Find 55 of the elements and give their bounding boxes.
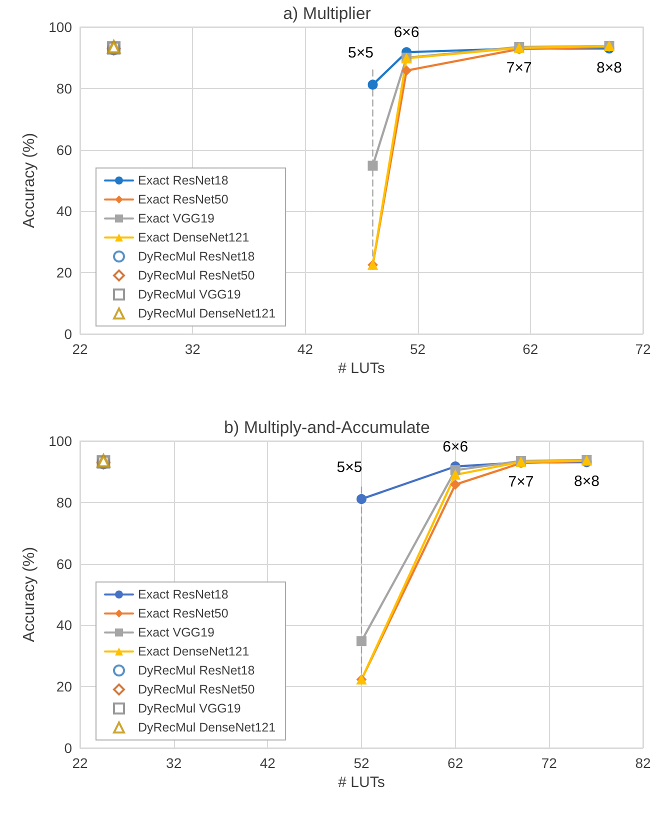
y-axis-title: Accuracy (%) [21, 546, 38, 642]
annotation: 8×8 [596, 59, 622, 76]
y-axis-title: Accuracy (%) [21, 132, 38, 228]
legend-label: Exact ResNet50 [138, 192, 228, 206]
y-tick-label: 20 [56, 264, 72, 281]
y-tick-label: 80 [56, 80, 72, 96]
chart-title: b) Multiply-and-Accumulate [224, 418, 430, 437]
legend-label: DyRecMul VGG19 [138, 288, 241, 302]
legend-label: Exact DenseNet121 [138, 230, 250, 244]
y-tick-label: 0 [64, 740, 72, 756]
x-tick-label: 22 [72, 755, 88, 771]
y-tick-label: 0 [64, 326, 72, 342]
y-tick-label: 100 [48, 433, 72, 449]
x-axis-title: # LUTs [338, 774, 385, 791]
y-tick-label: 100 [48, 19, 72, 35]
chart-title: a) Multiplier [283, 4, 372, 23]
y-tick-label: 20 [56, 678, 72, 695]
x-tick-label: 52 [354, 755, 370, 771]
x-tick-label: 42 [297, 341, 314, 357]
x-tick-label: 82 [635, 755, 651, 771]
y-tick-label: 60 [56, 556, 72, 572]
x-tick-label: 32 [184, 341, 201, 357]
y-tick-label: 40 [56, 203, 72, 220]
x-axis-title: # LUTs [338, 360, 385, 377]
annotation: 7×7 [506, 59, 532, 76]
x-tick-label: 72 [635, 341, 651, 357]
legend-label: DyRecMul DenseNet121 [138, 306, 276, 320]
annotation: 5×5 [336, 459, 362, 476]
legend-label: DyRecMul ResNet50 [138, 268, 255, 282]
x-tick-label: 52 [410, 341, 426, 357]
x-tick-label: 42 [260, 755, 276, 771]
legend-label: DyRecMul VGG19 [138, 702, 241, 716]
annotation: 7×7 [508, 473, 534, 490]
legend-label: DyRecMul ResNet50 [138, 682, 255, 696]
legend-label: DyRecMul ResNet18 [138, 250, 255, 264]
x-tick-label: 62 [448, 755, 464, 771]
x-tick-label: 32 [166, 755, 182, 771]
y-tick-label: 60 [56, 142, 72, 158]
x-tick-label: 72 [541, 755, 558, 771]
legend-label: Exact VGG19 [138, 212, 214, 226]
legend-label: DyRecMul DenseNet121 [138, 720, 276, 734]
legend-label: DyRecMul ResNet18 [138, 664, 255, 678]
annotation: 8×8 [574, 473, 600, 490]
y-tick-label: 80 [56, 494, 72, 510]
x-tick-label: 62 [522, 341, 538, 357]
legend-label: Exact ResNet18 [138, 174, 228, 188]
annotation: 5×5 [348, 44, 374, 62]
x-tick-label: 22 [72, 341, 88, 357]
legend-label: Exact ResNet50 [138, 606, 228, 620]
legend-label: Exact ResNet18 [138, 588, 228, 602]
annotation: 6×6 [442, 438, 468, 456]
legend-label: Exact DenseNet121 [138, 644, 250, 658]
y-tick-label: 40 [56, 617, 72, 634]
annotation: 6×6 [394, 24, 420, 42]
legend-label: Exact VGG19 [138, 626, 214, 640]
